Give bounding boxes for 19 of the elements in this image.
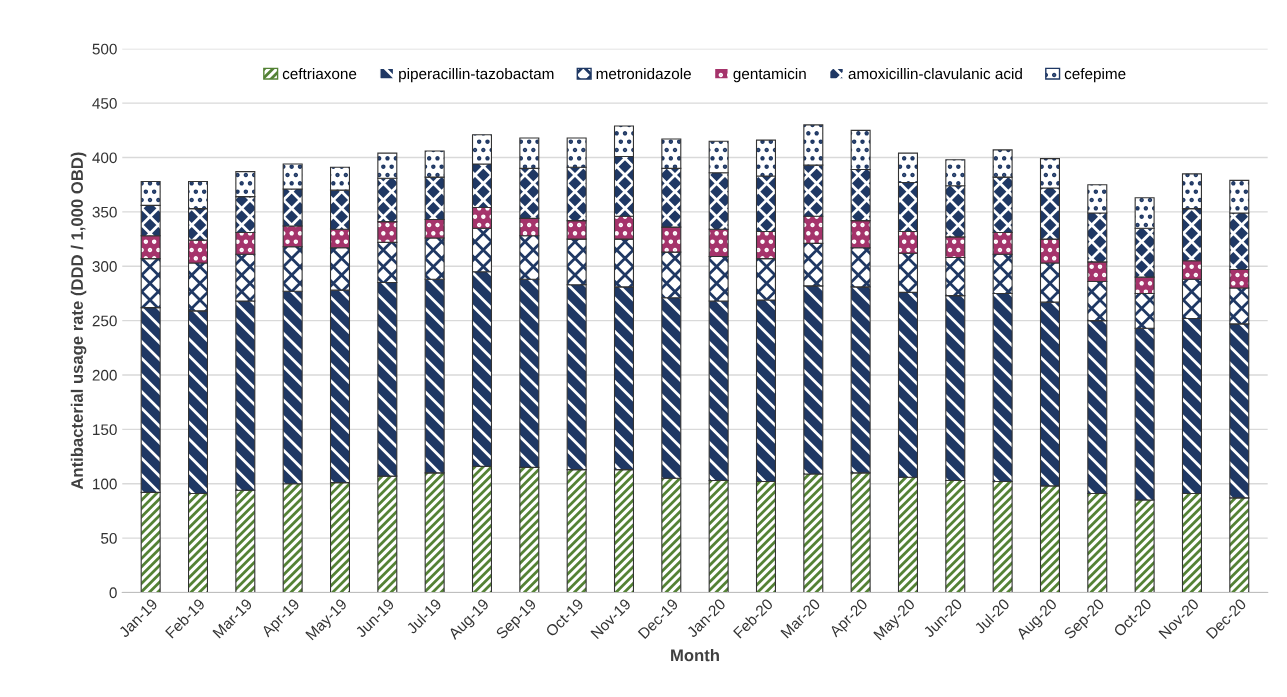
y-tick-label: 250 bbox=[92, 315, 117, 327]
legend-label: ceftriaxone bbox=[282, 67, 357, 80]
y-tick-label: 400 bbox=[92, 152, 117, 164]
y-tick-label: 450 bbox=[92, 98, 117, 109]
y-tick-label: 500 bbox=[92, 43, 117, 55]
legend-label: piperacillin-tazobactam bbox=[399, 67, 554, 83]
y-tick-label: 150 bbox=[93, 424, 117, 436]
y-tick-label: 0 bbox=[109, 587, 117, 599]
x-axis-title: Month bbox=[671, 648, 719, 662]
y-tick-label: 200 bbox=[92, 369, 117, 381]
legend-label: cefepime bbox=[1064, 67, 1126, 83]
legend-label: gentamicin bbox=[733, 67, 806, 83]
legend-label: metronidazole bbox=[596, 67, 691, 80]
y-tick-label: 300 bbox=[92, 261, 117, 272]
legend-label: amoxicillin-clavulanic acid bbox=[848, 67, 1022, 80]
y-tick-label: 100 bbox=[93, 478, 117, 490]
y-tick-label: 350 bbox=[92, 206, 117, 218]
y-tick-label: 50 bbox=[101, 532, 117, 544]
y-axis-title: Antibacterial usage rate (DDD / 1,000 OBD) bbox=[70, 152, 87, 490]
